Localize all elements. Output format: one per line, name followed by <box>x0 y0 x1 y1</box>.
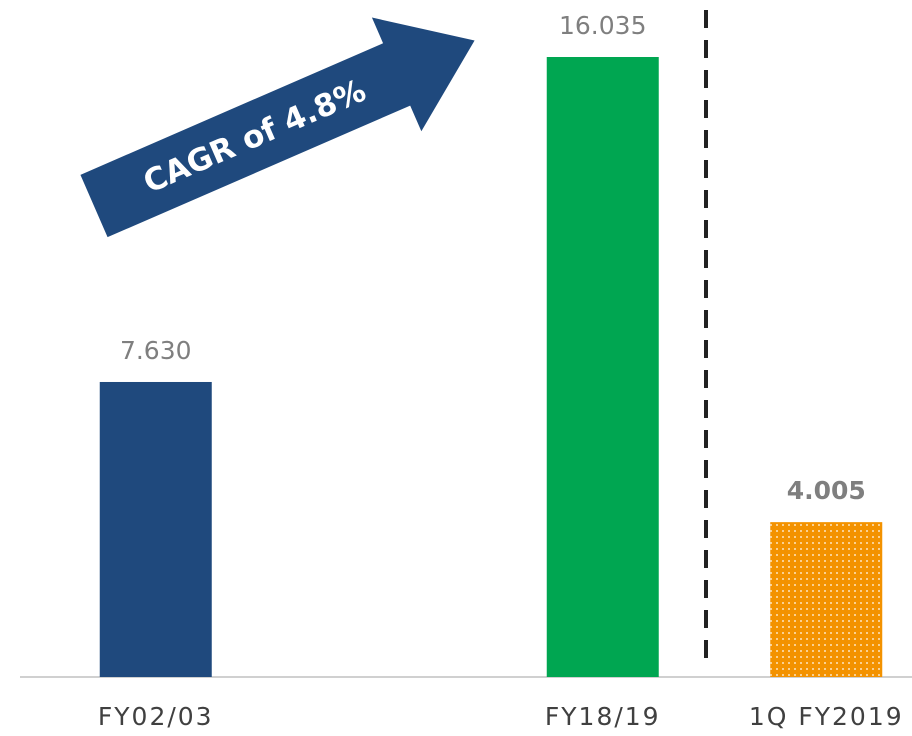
value-label: 7.630 <box>120 336 192 365</box>
bar <box>99 381 212 677</box>
x-tick-label: 1Q FY2019 <box>749 702 904 731</box>
value-label: 16.035 <box>559 11 646 40</box>
x-tick-label: FY18/19 <box>545 702 661 731</box>
value-label: 4.005 <box>787 476 866 505</box>
x-tick-label: FY02/03 <box>98 702 214 731</box>
bar-pattern <box>770 522 883 677</box>
cagr-arrow: CAGR of 4.8% <box>80 17 475 238</box>
bar <box>546 57 659 677</box>
